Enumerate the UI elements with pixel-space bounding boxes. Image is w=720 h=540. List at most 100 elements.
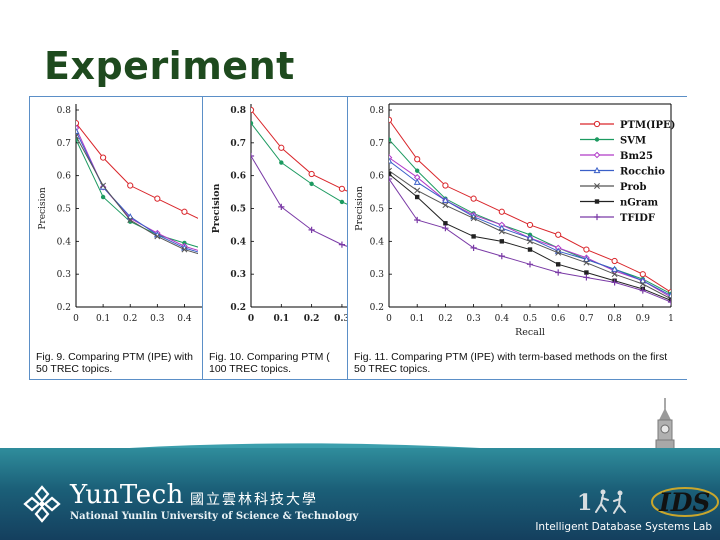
data-point-tfidf [278,203,285,210]
y-tick-label: 0.4 [370,237,385,247]
legend-label-ngram: nGram [620,198,659,209]
x-tick-label: 0.4 [177,314,192,324]
data-point-ngram [443,221,448,226]
series-line-ptm-ipe [76,122,198,219]
series-tfidf [389,175,671,306]
data-point-ngram [389,171,392,177]
y-tick-label: 0.6 [57,172,72,182]
data-point-ptm-ipe [308,170,315,178]
ids-logo-text: IDS [658,488,710,517]
data-point-ptm-ipe [127,182,134,189]
data-point-rocchio [667,291,671,299]
series-tfidf [251,152,348,248]
data-point-svm [251,120,254,126]
y-tick-label: 0.8 [370,106,385,116]
data-point-tfidf [414,216,421,224]
ids-lab-logo: 1 IDS [577,487,719,517]
data-point-svm [389,137,392,142]
data-point-prob [611,271,618,278]
y-tick-label: 0.5 [57,205,72,215]
lab-name: Intelligent Database Systems Lab [535,521,712,533]
data-point-svm [415,168,420,173]
running-figures-icon [595,489,626,514]
x-tick-label: 0.2 [438,314,452,324]
data-point-prob [442,202,449,209]
series-bm25 [76,124,198,251]
data-point-ptm-ipe [470,195,477,202]
data-point-prob [470,215,477,222]
legend-label-tfidf: TFIDF [620,213,655,224]
data-point-tfidf [251,152,255,160]
x-tick-label: 0 [73,314,79,324]
x-tick-label: 0.1 [273,314,289,324]
legend-marker-tfidf [593,213,601,221]
x-tick-label: 0.2 [304,314,320,324]
data-point-tfidf [308,226,315,233]
data-point-prob [100,182,107,189]
data-point-svm [100,194,106,200]
data-point-rocchio [498,224,506,231]
y-tick-label: 0.2 [230,303,246,313]
figure-10-caption: Fig. 10. Comparing PTM ( 100 TREC topics… [209,351,330,375]
y-tick-label: 0.7 [57,139,72,149]
series-prob [76,133,198,255]
figure-9-chart: 0.80.70.60.50.40.30.20 0.1 0.2 0.3 0.4Precis… [38,104,202,324]
x-tick-label: 0.8 [607,314,622,324]
data-point-svm [309,181,314,187]
data-point-rocchio [76,127,80,134]
legend-marker-prob [594,183,600,189]
y-tick-label: 0.8 [57,106,72,116]
legend-marker-ptm-ipe [593,120,601,128]
legend-label-svm: SVM [620,136,646,147]
legend-marker-svm [594,137,600,142]
data-point-prob [76,133,79,140]
data-point-rocchio [389,157,393,164]
y-tick-label: 0.4 [230,237,246,247]
plot-area [389,116,671,306]
x-tick-label: 0.2 [123,314,137,324]
x-tick-label: 1 [668,314,674,324]
y-tick-label: 0.7 [230,139,246,149]
data-point-tfidf [442,225,449,232]
data-point-ptm-ipe [414,156,421,163]
plot-area [251,106,348,248]
series-svm [76,137,198,248]
series-rocchio [76,127,198,253]
data-point-tfidf [498,253,505,260]
y-tick-label: 0.6 [370,172,385,182]
data-point-tfidf [639,287,646,294]
data-point-tfidf [583,274,590,281]
y-tick-label: 0.3 [370,270,385,280]
y-tick-label: 0.2 [57,303,71,313]
series-ptm-ipe [251,106,348,192]
data-point-ngram [668,298,671,303]
x-tick-label: 0.3 [334,314,348,324]
data-point-ptm-ipe [498,208,505,215]
y-tick-label: 0.5 [230,205,246,215]
legend-marker-bm25 [593,151,601,159]
data-point-rocchio [413,178,421,185]
data-point-prob [498,228,505,235]
data-point-rocchio [611,265,619,272]
data-point-prob [154,233,161,240]
data-point-ptm-ipe [583,246,590,253]
data-point-tfidf [526,261,534,268]
figure-9-caption: Fig. 9. Comparing PTM (IPE) with 50 TREC… [36,351,193,375]
yuntech-logo-icon [23,485,61,523]
data-point-tfidf [611,279,618,286]
figure-11-panel: 0.8 0.7 0.6 0.5 0.4 0.3 0.2 0 0.1 0.2 0.3 0.4 0.5 0.6… [347,97,687,379]
x-tick-label: 0.3 [466,314,481,324]
data-point-ngram [415,194,420,200]
legend: PTM(IPE) SVM Bm25 Rocchio Prob nGram TFIDF [580,120,675,224]
figure-composite: 0.8 0.7 0.6 0.5 0.4 0.3 0.2 0 0.1 0.2 0.3 0.4 Precis… [29,96,687,380]
data-point-prob [639,281,646,287]
plot-area [76,120,198,255]
university-short-name: YunTech [70,480,184,510]
data-point-ptm-ipe [389,116,393,123]
data-point-prob [583,259,590,266]
data-point-ptm-ipe [555,231,562,238]
slide-title: Experiment [44,44,295,88]
data-point-ngram [584,270,589,275]
figure-10-panel: 0.8 0.7 0.6 0.5 0.4 0.3 0.2 0 0.1 0.2 0.3 Precision… [202,97,348,379]
